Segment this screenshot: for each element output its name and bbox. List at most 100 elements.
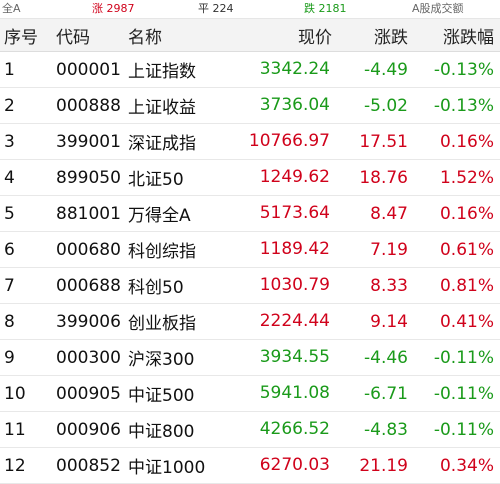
row-price: 1189.42 — [259, 239, 330, 259]
header-code[interactable]: 代码 — [52, 19, 124, 52]
row-price-cell: 3342.24 — [234, 51, 338, 88]
row-seq: 1 — [0, 51, 52, 88]
row-change: 7.19 — [338, 231, 414, 268]
table-row[interactable]: 12 000852 中证1000 6270.03 21.19 0.34% — [0, 447, 500, 484]
table-row[interactable]: 5 881001 万得全A 5173.64 8.47 0.16% — [0, 195, 500, 232]
row-code: 000680 — [52, 231, 124, 268]
row-seq: 7 — [0, 267, 52, 304]
row-price-cell: 10766.97 — [234, 123, 338, 160]
header-name[interactable]: 名称 — [124, 19, 234, 52]
row-name: 中证1000 — [124, 447, 234, 484]
table-header-row: 序号 代码 名称 现价 涨跌 涨跌幅 — [0, 19, 500, 52]
row-price: 2224.44 — [259, 311, 330, 331]
row-code: 000905 — [52, 375, 124, 412]
row-code: 000688 — [52, 267, 124, 304]
header-change[interactable]: 涨跌 — [338, 19, 414, 52]
row-change-pct: -0.11% — [414, 339, 500, 376]
row-price-cell: 3934.55 — [234, 339, 338, 376]
row-change: -4.46 — [338, 339, 414, 376]
row-code: 000888 — [52, 87, 124, 124]
row-price: 1249.62 — [259, 167, 330, 187]
row-change: 8.33 — [338, 267, 414, 304]
turnover-label[interactable]: A股成交额 — [412, 2, 464, 15]
table-row[interactable]: 4 899050 北证50 1249.62 18.76 1.52% — [0, 159, 500, 196]
table-row[interactable]: 1 000001 上证指数 3342.24 -4.49 -0.13% — [0, 51, 500, 88]
row-price: 10766.97 — [248, 131, 330, 151]
row-code: 399006 — [52, 303, 124, 340]
row-seq: 2 — [0, 87, 52, 124]
row-price: 3934.55 — [259, 347, 330, 367]
row-change: 21.19 — [338, 447, 414, 484]
table-row[interactable]: 9 000300 沪深300 3934.55 -4.46 -0.11% — [0, 339, 500, 376]
row-price: 5173.64 — [259, 203, 330, 223]
row-seq: 12 — [0, 447, 52, 484]
row-change-pct: -0.13% — [414, 87, 500, 124]
row-price-cell: 1030.79 — [234, 267, 338, 304]
row-change-pct: 0.16% — [414, 195, 500, 232]
table-row[interactable]: 3 399001 深证成指 10766.97 17.51 0.16% — [0, 123, 500, 160]
row-price-cell: 1249.62 — [234, 159, 338, 196]
row-change: 9.14 — [338, 303, 414, 340]
table-row[interactable]: 10 000905 中证500 5941.08 -6.71 -0.11% — [0, 375, 500, 412]
row-name: 中证500 — [124, 375, 234, 412]
row-price: 3736.04 — [259, 95, 330, 115]
row-name: 科创50 — [124, 267, 234, 304]
row-name: 沪深300 — [124, 339, 234, 376]
table-row[interactable]: 8 399006 创业板指 2224.44 9.14 0.41% — [0, 303, 500, 340]
row-price: 3342.24 — [259, 59, 330, 79]
index-quote-table: 序号 代码 名称 现价 涨跌 涨跌幅 1 000001 上证指数 3342.24 -4.… — [0, 19, 500, 484]
row-name: 上证收益 — [124, 87, 234, 124]
row-price-cell: 6270.03 — [234, 447, 338, 484]
header-change-pct[interactable]: 涨跌幅 — [414, 19, 500, 52]
row-name: 万得全A — [124, 195, 234, 232]
row-price-cell: 2224.44 — [234, 303, 338, 340]
row-code: 881001 — [52, 195, 124, 232]
row-change-pct: 0.16% — [414, 123, 500, 160]
row-change: 8.47 — [338, 195, 414, 232]
row-name: 深证成指 — [124, 123, 234, 160]
advancers-count: 涨 2987 — [92, 0, 135, 18]
row-seq: 9 — [0, 339, 52, 376]
row-code: 399001 — [52, 123, 124, 160]
unchanged-label: 平 — [198, 2, 209, 15]
table-row[interactable]: 2 000888 上证收益 3736.04 -5.02 -0.13% — [0, 87, 500, 124]
row-name: 上证指数 — [124, 51, 234, 88]
row-change-pct: -0.13% — [414, 51, 500, 88]
row-change: -4.49 — [338, 51, 414, 88]
advancers-label: 涨 — [92, 2, 103, 15]
row-code: 000852 — [52, 447, 124, 484]
row-name: 北证50 — [124, 159, 234, 196]
row-change-pct: 0.81% — [414, 267, 500, 304]
unchanged-count: 平 224 — [198, 0, 234, 18]
row-change: -6.71 — [338, 375, 414, 412]
row-price-cell: 5173.64 — [234, 195, 338, 232]
row-name: 科创综指 — [124, 231, 234, 268]
decliners-label: 跌 — [304, 2, 315, 15]
unchanged-value: 224 — [212, 2, 234, 15]
row-change-pct: -0.11% — [414, 375, 500, 412]
row-seq: 8 — [0, 303, 52, 340]
row-change: -5.02 — [338, 87, 414, 124]
row-price-cell: 3736.04 — [234, 87, 338, 124]
market-breadth-bar: 全A 涨 2987 平 224 跌 2181 A股成交额 — [0, 0, 500, 19]
header-price[interactable]: 现价 — [234, 19, 338, 52]
row-code: 000001 — [52, 51, 124, 88]
row-name: 创业板指 — [124, 303, 234, 340]
row-seq: 6 — [0, 231, 52, 268]
row-change: 17.51 — [338, 123, 414, 160]
row-change: 18.76 — [338, 159, 414, 196]
table-row[interactable]: 7 000688 科创50 1030.79 8.33 0.81% — [0, 267, 500, 304]
row-seq: 4 — [0, 159, 52, 196]
header-seq[interactable]: 序号 — [0, 19, 52, 52]
row-change-pct: 0.61% — [414, 231, 500, 268]
row-price: 6270.03 — [259, 455, 330, 475]
row-code: 899050 — [52, 159, 124, 196]
row-price-cell: 5941.08 — [234, 375, 338, 412]
row-price-cell: 1189.42 — [234, 231, 338, 268]
decliners-count: 跌 2181 — [304, 0, 347, 18]
all-a-label[interactable]: 全A — [2, 2, 21, 15]
row-price: 1030.79 — [259, 275, 330, 295]
row-code: 000300 — [52, 339, 124, 376]
table-row[interactable]: 6 000680 科创综指 1189.42 7.19 0.61% — [0, 231, 500, 268]
row-seq: 5 — [0, 195, 52, 232]
